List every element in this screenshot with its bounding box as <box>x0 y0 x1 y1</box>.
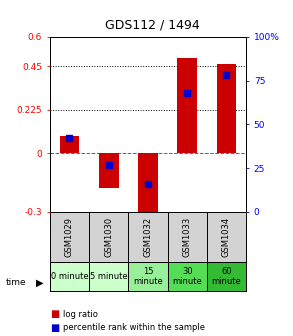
Text: GDS112 / 1494: GDS112 / 1494 <box>105 19 200 32</box>
Text: GSM1030: GSM1030 <box>104 217 113 257</box>
Bar <box>50 262 89 291</box>
Text: log ratio: log ratio <box>63 310 98 319</box>
Bar <box>217 64 236 154</box>
Text: ▶: ▶ <box>36 278 43 288</box>
Text: 60
minute: 60 minute <box>212 267 241 286</box>
Bar <box>207 262 246 291</box>
Bar <box>89 262 128 291</box>
Text: ■: ■ <box>50 309 59 319</box>
Text: GSM1029: GSM1029 <box>65 217 74 257</box>
Text: 0 minute: 0 minute <box>51 272 88 281</box>
Bar <box>138 154 158 225</box>
Text: GSM1034: GSM1034 <box>222 217 231 257</box>
Text: 30
minute: 30 minute <box>172 267 202 286</box>
Text: GSM1033: GSM1033 <box>183 217 192 257</box>
Bar <box>60 136 79 154</box>
Text: 5 minute: 5 minute <box>90 272 127 281</box>
Text: time: time <box>6 279 26 287</box>
Text: percentile rank within the sample: percentile rank within the sample <box>63 323 205 332</box>
Bar <box>99 154 119 188</box>
Bar <box>178 58 197 154</box>
Bar <box>168 262 207 291</box>
Text: 15
minute: 15 minute <box>133 267 163 286</box>
Text: GSM1032: GSM1032 <box>144 217 152 257</box>
Text: ■: ■ <box>50 323 59 333</box>
Bar <box>128 262 168 291</box>
